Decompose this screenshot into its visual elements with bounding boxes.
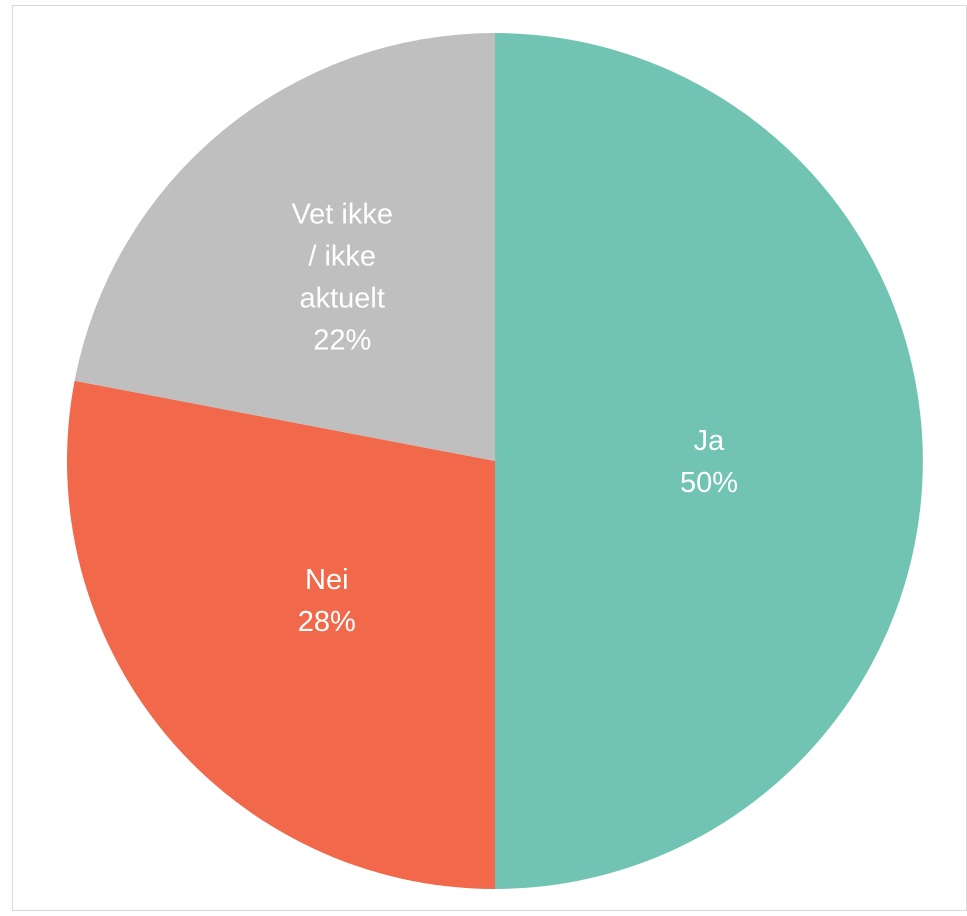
slice-label-0: Ja 50%	[680, 425, 738, 499]
slice-label-2: Vet ikke / ikke aktuelt 22%	[291, 198, 393, 356]
slice-category-label: Vet ikke	[291, 198, 393, 230]
slice-category-label: / ikke	[308, 240, 376, 272]
slice-category-label: Ja	[694, 425, 726, 457]
pie-slice-0	[495, 33, 923, 889]
pie-slice-1	[67, 380, 496, 889]
slice-category-label: aktuelt	[299, 282, 384, 314]
slice-percent-label: 22%	[313, 324, 371, 356]
slice-category-label: Nei	[305, 564, 349, 596]
slice-label-1: Nei 28%	[298, 564, 356, 638]
slice-percent-label: 28%	[298, 606, 356, 638]
slice-percent-label: 50%	[680, 467, 738, 499]
pie-slice-2	[74, 33, 495, 461]
